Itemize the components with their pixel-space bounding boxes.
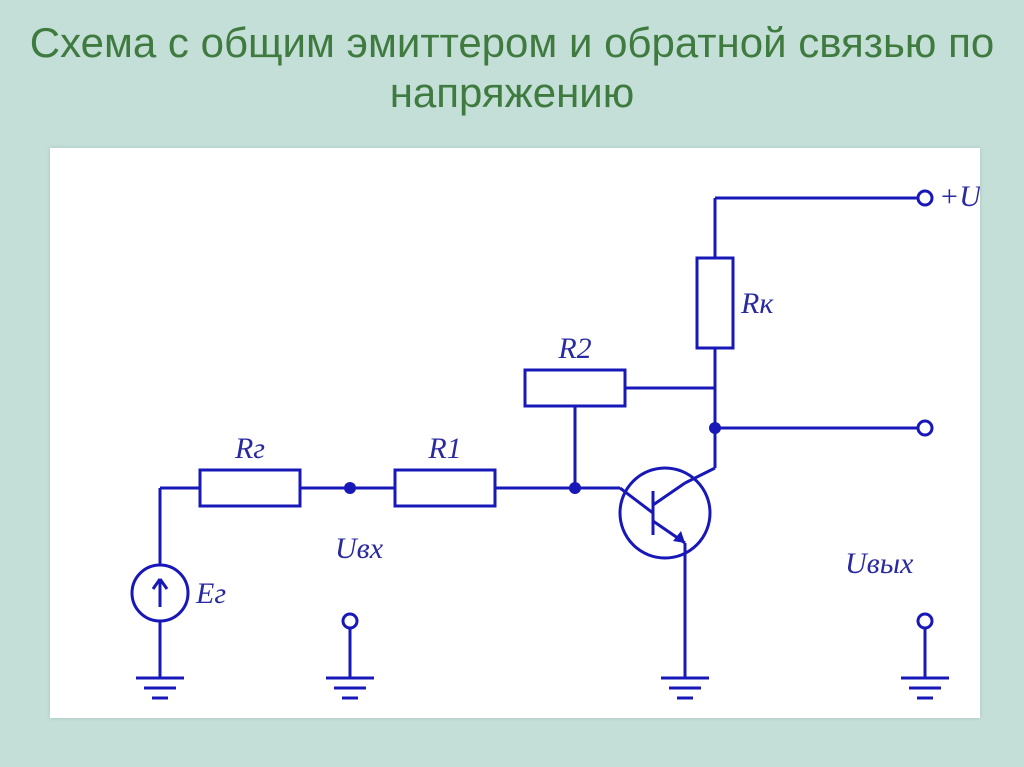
circuit-svg: Eг Rг Uвх R1 R2 Rк +Uп Uвых [50, 148, 980, 718]
label-ez: Eг [195, 577, 226, 610]
circuit-figure: Eг Rг Uвх R1 R2 Rк +Uп Uвых [50, 148, 980, 718]
resistor-rk [697, 258, 733, 348]
label-up: +Uп [939, 180, 980, 213]
resistor-rz-label: Rг [234, 432, 265, 465]
resistor-rk-label: Rк [740, 287, 774, 320]
resistor-r2-label: R2 [557, 332, 591, 365]
resistor-r2 [525, 370, 625, 406]
label-uvx: Uвх [335, 532, 384, 565]
resistor-rz [200, 470, 300, 506]
label-uvyh: Uвых [845, 547, 914, 580]
resistor-r1-label: R1 [427, 432, 461, 465]
resistor-r1 [395, 470, 495, 506]
transistor-icon [620, 468, 710, 558]
page-title: Схема с общим эмиттером и обратной связь… [0, 0, 1024, 119]
